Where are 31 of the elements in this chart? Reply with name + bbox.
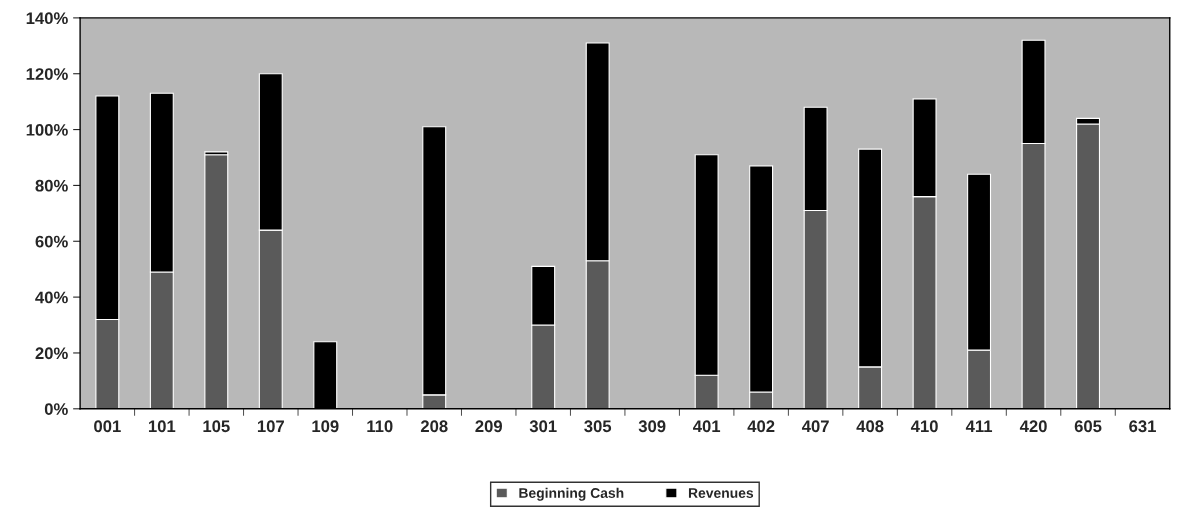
x-tick-label: 402 [747,420,775,433]
x-tick-label: 110 [367,420,393,433]
x-tick-label: 605 [1074,420,1102,433]
x-tick-label: 109 [312,420,339,433]
x-tick-label: 208 [420,420,448,433]
bar [204,154,229,409]
y-tick-label: 120% [26,68,68,80]
y-tick-label: 60% [35,235,68,248]
y-tick-label: 80% [35,179,68,192]
y-tick-label: 0% [44,403,68,415]
legend-label: Beginning Cash [519,487,624,501]
x-tick-label: 107 [257,420,284,433]
x-tick-label: 408 [856,420,884,433]
x-tick-label: 420 [1019,420,1047,433]
y-tick-label: 100% [26,123,68,136]
x-tick-label: 305 [584,420,612,433]
x-tick-label: 101 [148,420,176,433]
y-tick-label: 40% [35,291,68,304]
x-tick-label: 001 [94,420,121,433]
x-tick-label: 105 [203,420,230,433]
x-tick-label: 631 [1129,420,1156,433]
x-tick-label: 301 [529,420,557,433]
legend-label: Revenues [688,488,754,498]
x-tick-label: 411 [965,420,993,432]
x-tick-label: 410 [910,420,938,433]
y-tick-label: 20% [35,347,68,360]
x-tick-label: 309 [638,420,666,433]
x-tick-label: 407 [801,420,829,433]
x-tick-label: 401 [693,420,721,433]
y-tick-label: 140% [26,12,68,25]
x-tick-label: 209 [475,420,503,433]
